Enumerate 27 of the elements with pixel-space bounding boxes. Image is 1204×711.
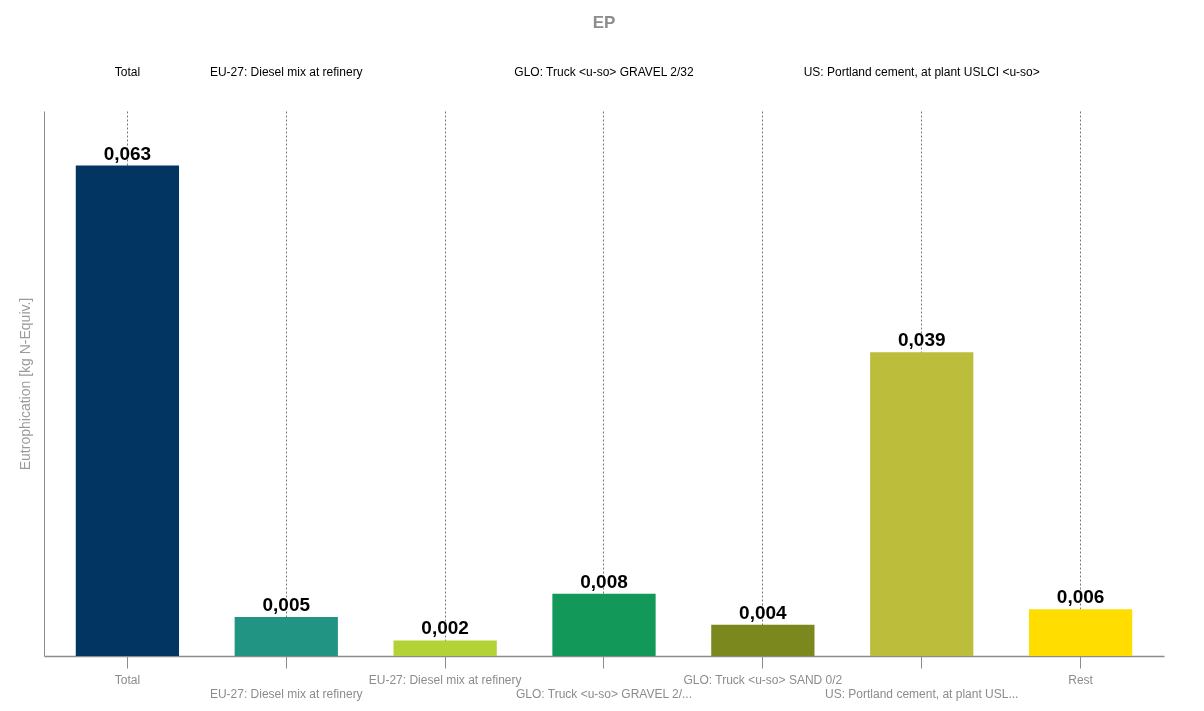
x-tick-label: Total (114, 672, 141, 687)
x-tick-label: EU-27: Diesel mix at refinery (368, 672, 522, 687)
data-label: 0,039 (897, 329, 946, 351)
bar (234, 617, 338, 656)
x-tick-label: US: Portland cement, at plant USL... (825, 686, 1019, 701)
bar (75, 165, 180, 656)
data-label: 0,006 (1056, 586, 1105, 608)
chart-title: EP (592, 13, 616, 32)
text: US: Portland cement, at plant USLCI <u-so> (803, 65, 1040, 79)
data-label: 0,005 (262, 594, 311, 616)
data-label: 0,008 (580, 570, 628, 592)
bar (870, 352, 974, 656)
x-tick-label: EU-27: Diesel mix at refinery (209, 686, 363, 701)
bar (711, 624, 815, 656)
data-label: 0,002 (421, 617, 469, 639)
bar (552, 593, 656, 656)
text: EU-27: Diesel mix at refinery (209, 65, 363, 79)
y-axis-title: Eutrophication [kg N-Equiv.] (16, 297, 33, 471)
bar (393, 640, 497, 656)
bar (1028, 609, 1133, 656)
x-tick-label: Rest (1068, 672, 1094, 687)
x-tick-label: GLO: Truck <u-so> GRAVEL 2/... (515, 686, 693, 701)
text: Total (114, 65, 141, 79)
x-tick-label: GLO: Truck <u-so> SAND 0/2 (683, 672, 843, 687)
data-label: 0,004 (739, 601, 788, 623)
text: GLO: Truck <u-so> GRAVEL 2/32 (514, 65, 695, 79)
data-label: 0,063 (103, 142, 152, 164)
